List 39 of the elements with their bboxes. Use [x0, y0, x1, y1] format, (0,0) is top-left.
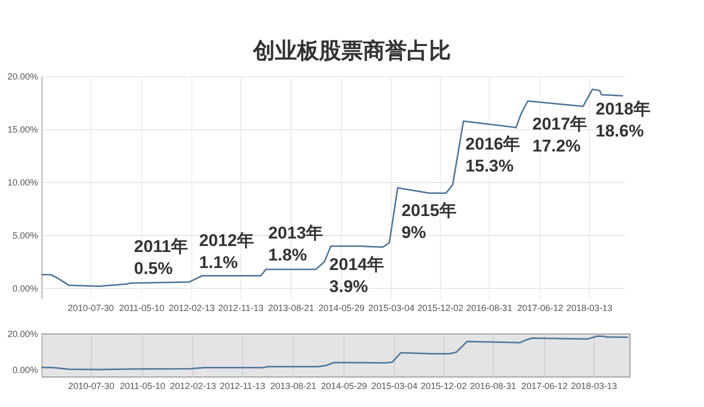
- x-tick-label: 2011-05-10: [119, 303, 164, 313]
- x-tick-label: 2017-06-12: [517, 303, 564, 313]
- x-tick-label: 2013-08-21: [268, 303, 314, 313]
- annotation: 2016年 15.3%: [465, 134, 520, 176]
- x-tick-label: 2012-02-13: [170, 381, 216, 391]
- y-tick-label: 20.00%: [7, 329, 38, 339]
- x-tick-label: 2010-07-30: [68, 303, 114, 313]
- annotation: 2012年 1.1%: [199, 230, 254, 272]
- y-tick-label: 0.00%: [12, 364, 38, 375]
- x-tick-label: 2010-07-30: [68, 381, 114, 391]
- x-tick-label: 2015-12-02: [420, 381, 467, 391]
- line-series: [41, 335, 628, 370]
- x-tick-label: 2014-05-29: [318, 303, 364, 313]
- x-tick-label: 2015-12-02: [417, 303, 464, 313]
- x-tick-label: 2012-02-13: [168, 303, 215, 313]
- y-tick-label: 10.00%: [7, 178, 38, 188]
- x-tick-label: 2015-03-04: [368, 303, 414, 313]
- y-tick-label: 5.00%: [12, 230, 38, 240]
- x-tick-label: 2018-03-13: [566, 303, 612, 313]
- annotation: 2017年 17.2%: [532, 114, 588, 156]
- x-tick-label: 2014-05-29: [321, 381, 368, 391]
- annotation: 2015年 9%: [401, 201, 456, 242]
- x-tick-label: 2015-03-04: [371, 381, 418, 391]
- annotation: 2011年 0.5%: [134, 237, 188, 278]
- annotation: 2014年 3.9%: [329, 255, 384, 296]
- x-tick-label: 2013-08-21: [270, 381, 316, 391]
- y-tick-label: 15.00%: [7, 124, 38, 135]
- annotation: 2013年 1.8%: [268, 223, 324, 264]
- x-tick-label: 2018-03-13: [571, 381, 618, 391]
- x-tick-label: 2011-05-10: [120, 381, 166, 391]
- annotation: 2018年 18.6%: [596, 100, 650, 141]
- y-tick-label: 20.00%: [7, 72, 38, 82]
- x-tick-label: 2016-08-31: [466, 303, 512, 313]
- x-tick-label: 2012-11-13: [220, 381, 266, 391]
- x-tick-label: 2016-08-31: [470, 381, 516, 391]
- x-tick-label: 2017-06-12: [522, 381, 568, 391]
- x-tick-label: 2012-11-13: [218, 303, 264, 313]
- y-tick-label: 0.00%: [12, 283, 38, 294]
- chart-title: 创业板股票商誉占比: [252, 38, 451, 63]
